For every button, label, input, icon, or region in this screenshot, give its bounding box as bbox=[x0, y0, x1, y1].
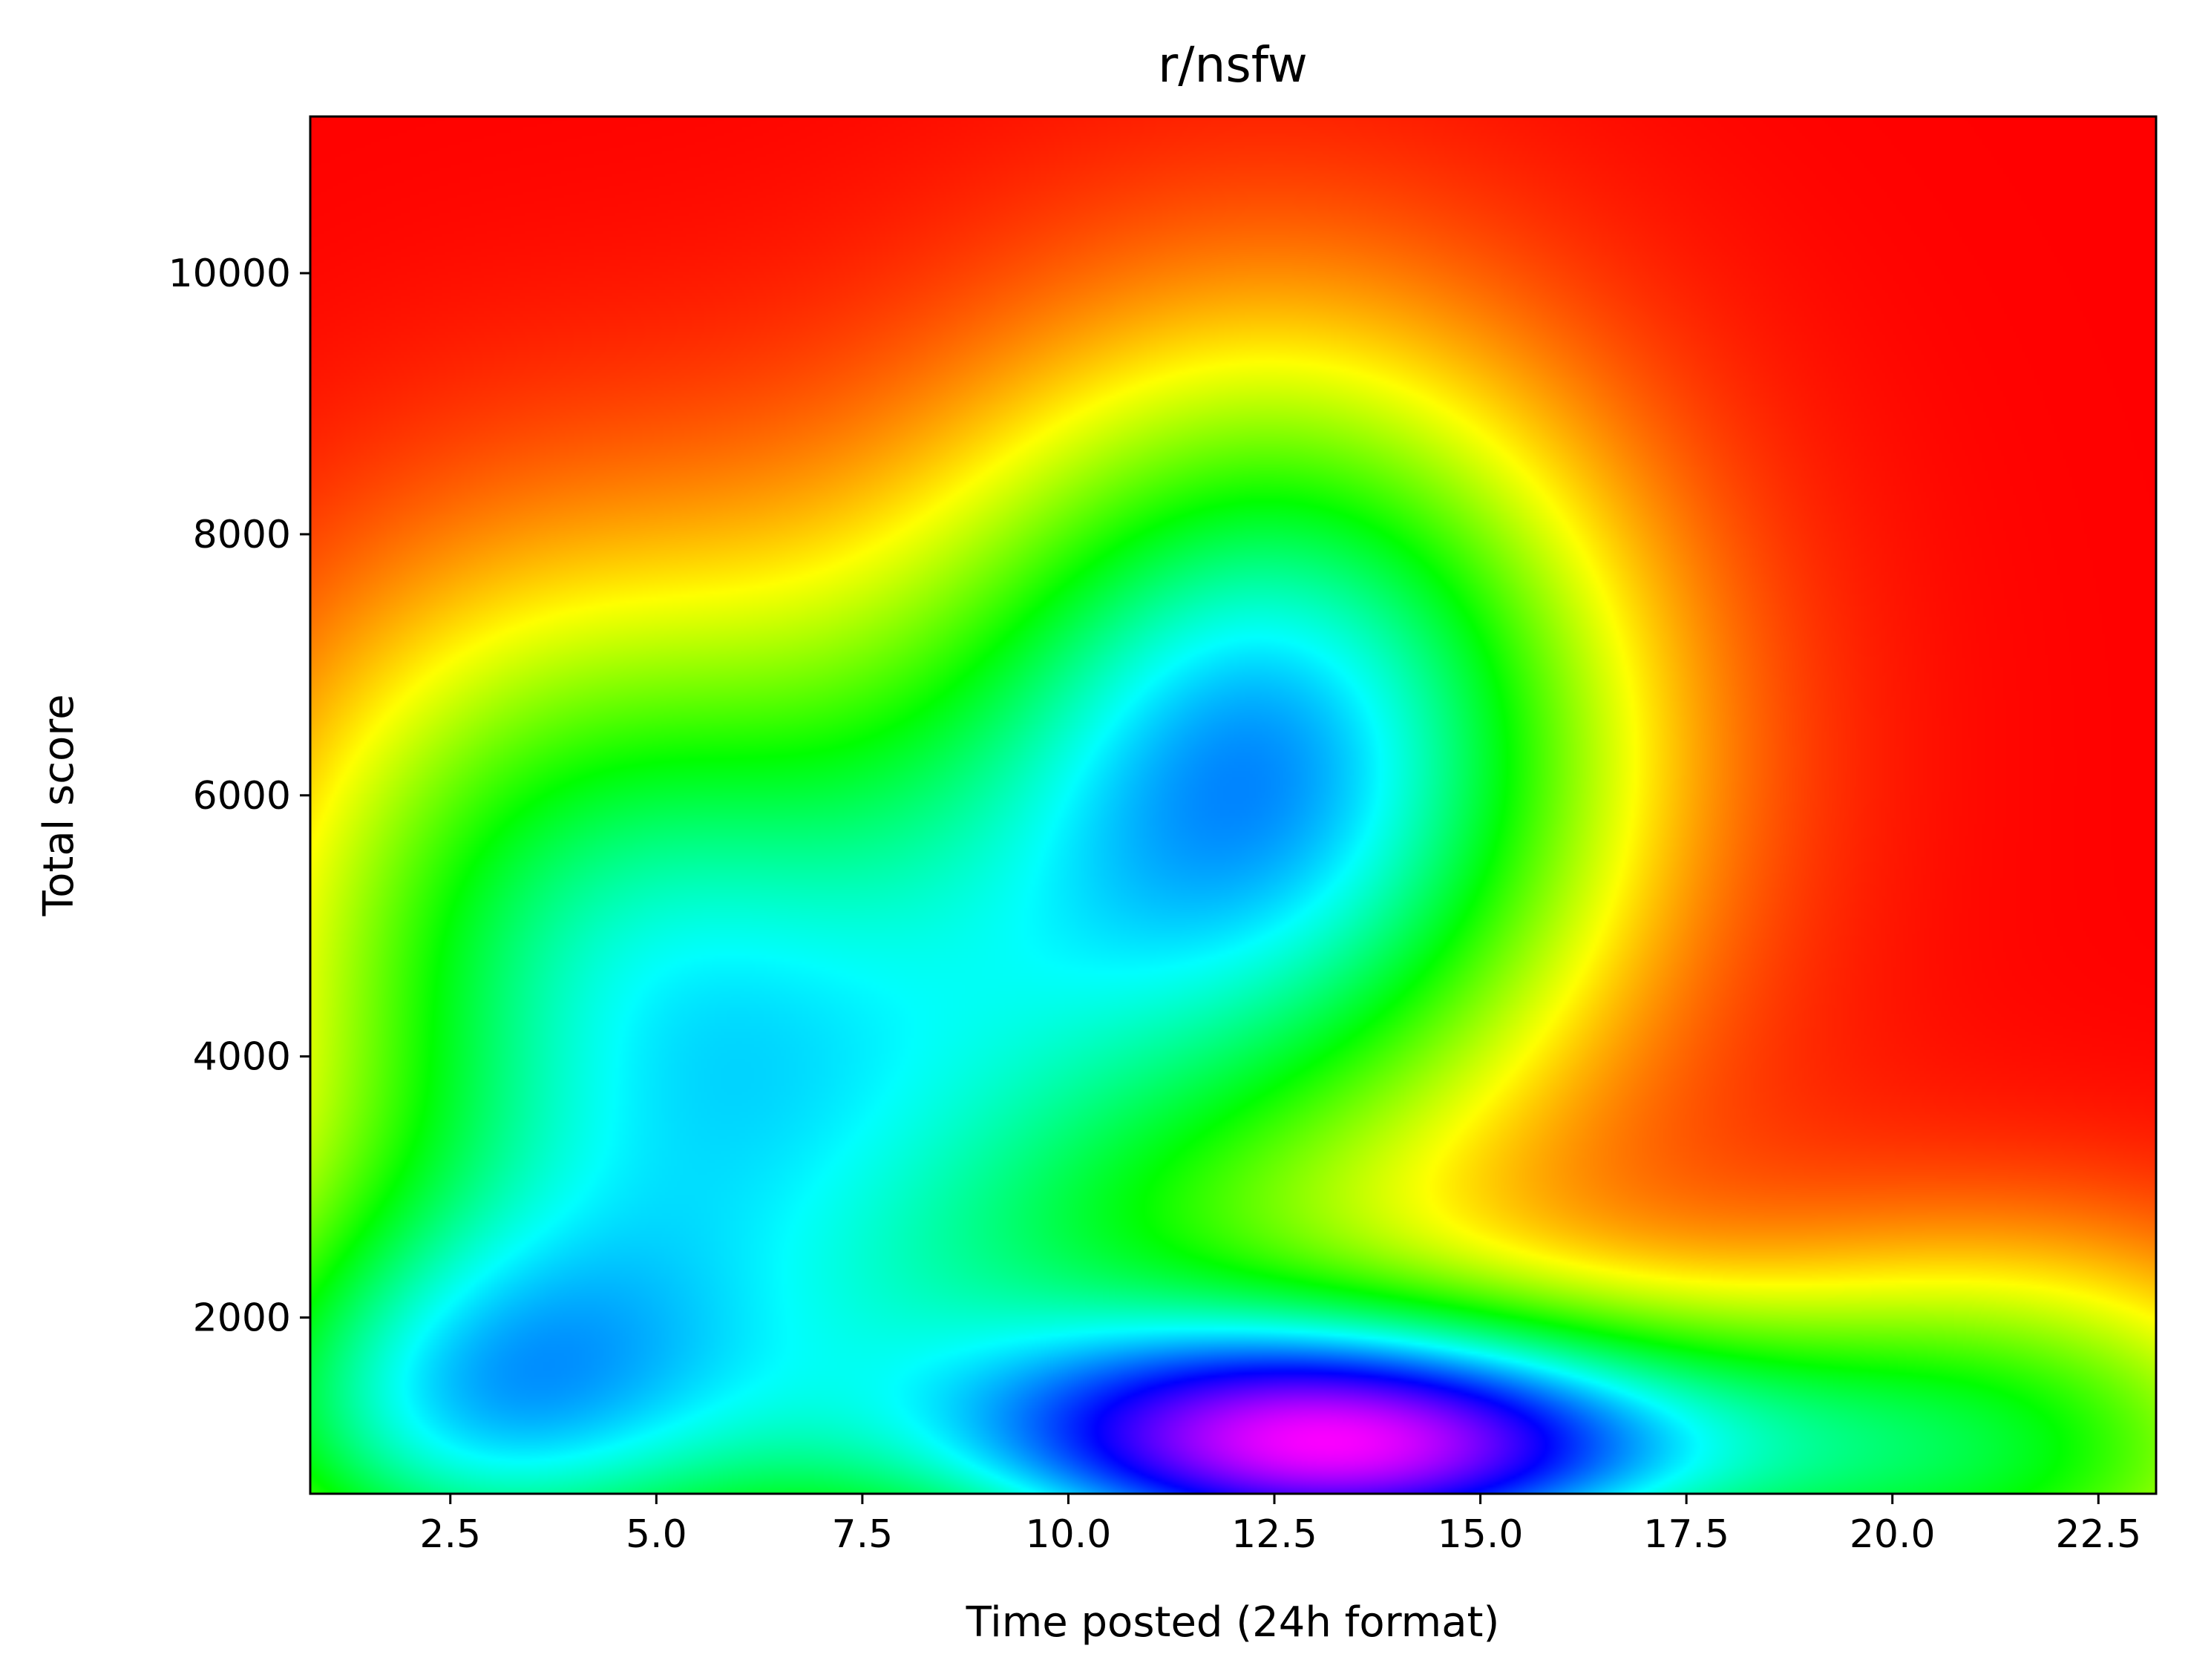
x-axis-label: Time posted (24h format) bbox=[966, 1598, 1500, 1647]
x-tick-label: 22.5 bbox=[2055, 1512, 2141, 1557]
chart-title: r/nsfw bbox=[1158, 36, 1308, 93]
y-tick-label: 2000 bbox=[193, 1296, 291, 1341]
heatmap-image bbox=[310, 117, 2156, 1494]
x-tick-label: 12.5 bbox=[1231, 1512, 1317, 1557]
y-axis-ticks: 2000 4000 6000 8000 10000 bbox=[168, 252, 310, 1341]
plot-frame bbox=[309, 115, 2158, 1495]
y-tick-label: 10000 bbox=[168, 252, 291, 296]
x-tick-label: 5.0 bbox=[626, 1512, 687, 1557]
x-tick-label: 10.0 bbox=[1026, 1512, 1112, 1557]
x-tick-label: 2.5 bbox=[419, 1512, 481, 1557]
x-axis-ticks: 2.5 5.0 7.5 10.0 12.5 15.0 17.5 20.0 22.5 bbox=[419, 1494, 2141, 1557]
x-tick-label: 15.0 bbox=[1438, 1512, 1524, 1557]
x-tick-label: 20.0 bbox=[1850, 1512, 1936, 1557]
x-tick-label: 17.5 bbox=[1643, 1512, 1729, 1557]
y-tick-label: 6000 bbox=[193, 774, 291, 818]
y-tick-label: 8000 bbox=[193, 513, 291, 557]
y-tick-label: 4000 bbox=[193, 1035, 291, 1080]
x-tick-label: 7.5 bbox=[832, 1512, 894, 1557]
y-axis-label: Total score bbox=[35, 694, 83, 916]
